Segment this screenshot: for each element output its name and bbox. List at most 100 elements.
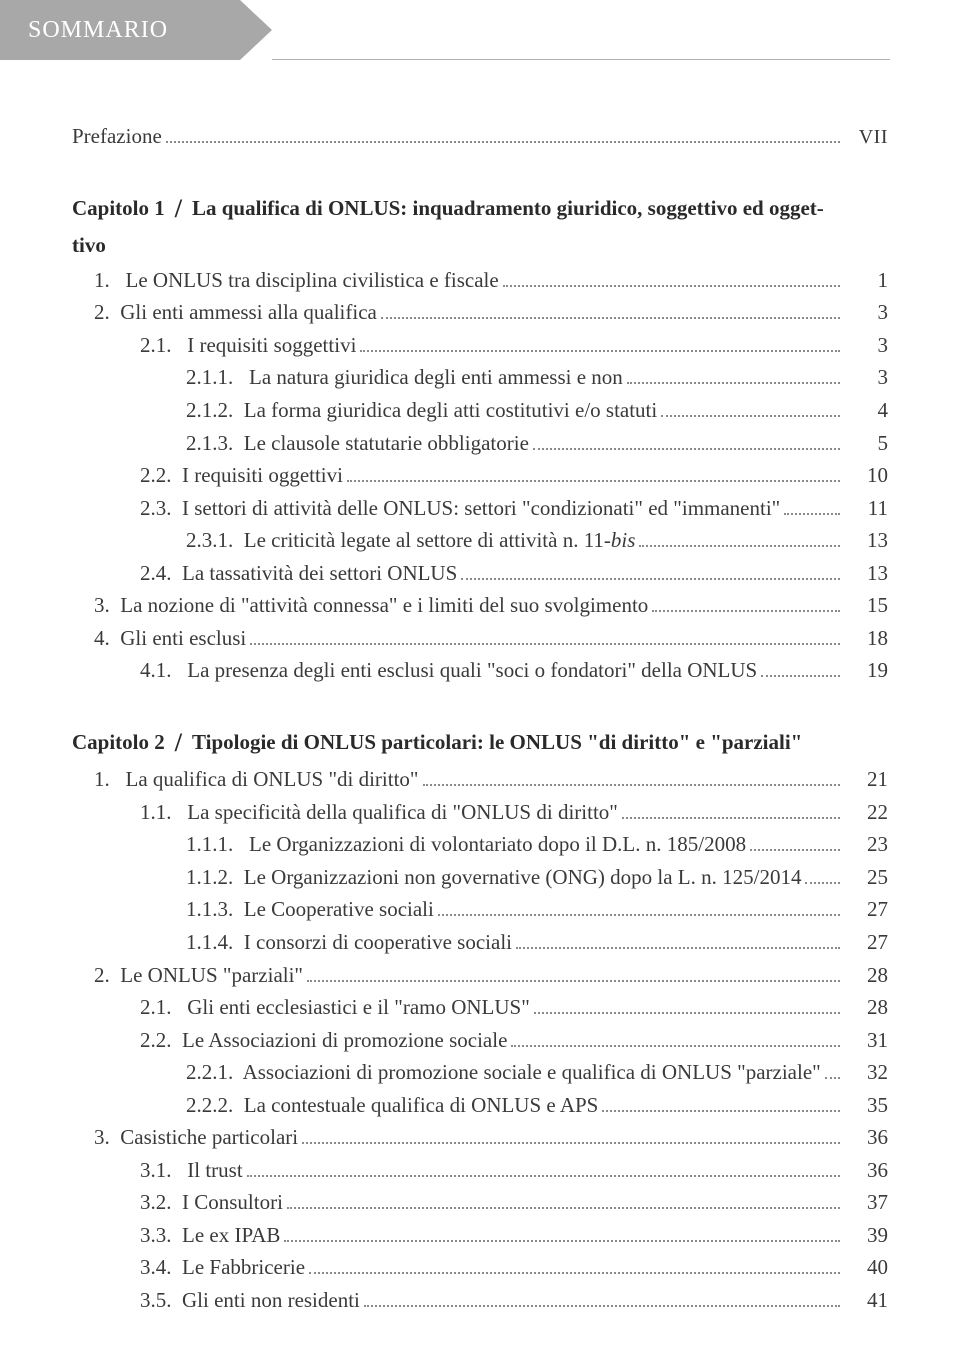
toc-page: VII bbox=[844, 122, 888, 153]
toc-dots bbox=[250, 643, 840, 645]
header-tab: SOMMARIO bbox=[0, 0, 240, 60]
chapter2-title: Tipologie di ONLUS particolari: le ONLUS… bbox=[192, 730, 802, 754]
toc-line: 2.3.1. Le criticità legate al settore di… bbox=[72, 524, 888, 557]
toc-line: 2.1.1. La natura giuridica degli enti am… bbox=[72, 361, 888, 394]
toc-label: 3. Casistiche particolari bbox=[72, 1121, 298, 1154]
toc-line: 2.1.2. La forma giuridica degli atti cos… bbox=[72, 394, 888, 427]
toc-label: 3.2. I Consultori bbox=[72, 1186, 283, 1219]
toc-page: 36 bbox=[844, 1121, 888, 1154]
toc-dots bbox=[503, 285, 840, 287]
toc-label: 1.1.2. Le Organizzazioni non governative… bbox=[72, 861, 801, 894]
toc-label: 1. La qualifica di ONLUS "di diritto" bbox=[72, 763, 419, 796]
toc-page: 39 bbox=[844, 1219, 888, 1252]
toc-label: 3.4. Le Fabbricerie bbox=[72, 1251, 305, 1284]
toc-line: 1.1.3. Le Cooperative sociali 27 bbox=[72, 893, 888, 926]
toc-label: 1.1.4. I consorzi di cooperative sociali bbox=[72, 926, 512, 959]
toc-page: 40 bbox=[844, 1251, 888, 1284]
toc-label-italic: bis bbox=[611, 528, 636, 552]
toc-page: 21 bbox=[844, 763, 888, 796]
chapter1-heading-2: tivo bbox=[72, 229, 888, 262]
toc-page: 11 bbox=[844, 492, 888, 525]
toc-page: 36 bbox=[844, 1154, 888, 1187]
toc-label: 2.4. La tassatività dei settori ONLUS bbox=[72, 557, 457, 590]
toc-label: 2.1. Gli enti ecclesiastici e il "ramo O… bbox=[72, 991, 530, 1024]
toc-line: 2.4. La tassatività dei settori ONLUS 13 bbox=[72, 557, 888, 590]
toc-page: 27 bbox=[844, 926, 888, 959]
toc-label: 2.2. I requisiti oggettivi bbox=[72, 459, 343, 492]
toc-label: 2.3. I settori di attività delle ONLUS: … bbox=[72, 492, 780, 525]
toc-page: 3 bbox=[844, 296, 888, 329]
toc-line: 2.1. I requisiti soggettivi3 bbox=[72, 329, 888, 362]
header-title: SOMMARIO bbox=[28, 17, 168, 44]
toc-label: 3.3. Le ex IPAB bbox=[72, 1219, 280, 1252]
toc-page: 13 bbox=[844, 557, 888, 590]
toc-line: 3.3. Le ex IPAB 39 bbox=[72, 1219, 888, 1252]
toc-dots bbox=[516, 947, 840, 949]
toc-label: 3.1. Il trust bbox=[72, 1154, 243, 1187]
toc-label: 2. Gli enti ammessi alla qualifica bbox=[72, 296, 377, 329]
toc-dots bbox=[302, 1142, 840, 1144]
toc-line: 2.2.1. Associazioni di promozione social… bbox=[72, 1056, 888, 1089]
toc-page: 35 bbox=[844, 1089, 888, 1122]
toc-line: 2. Gli enti ammessi alla qualifica 3 bbox=[72, 296, 888, 329]
toc-line: 2.1. Gli enti ecclesiastici e il "ramo O… bbox=[72, 991, 888, 1024]
toc-dots bbox=[534, 1012, 840, 1014]
toc-page: 18 bbox=[844, 622, 888, 655]
toc-dots bbox=[423, 784, 840, 786]
toc-label: Prefazione bbox=[72, 120, 162, 153]
toc-dots bbox=[360, 350, 840, 352]
toc-line: 2.2. Le Associazioni di promozione socia… bbox=[72, 1024, 888, 1057]
toc-dots bbox=[381, 317, 840, 319]
toc-label: 2.3.1. Le criticità legate al settore di… bbox=[72, 524, 635, 557]
toc-line: 3.5. Gli enti non residenti41 bbox=[72, 1284, 888, 1317]
toc-line: 4.1. La presenza degli enti esclusi qual… bbox=[72, 654, 888, 687]
toc-prefazione: Prefazione VII bbox=[72, 120, 888, 153]
chapter2-heading: Capitolo 2/Tipologie di ONLUS particolar… bbox=[72, 721, 888, 761]
toc-page: 5 bbox=[844, 427, 888, 460]
toc-dots bbox=[805, 882, 840, 884]
toc-page: 23 bbox=[844, 828, 888, 861]
toc-line: 1. Le ONLUS tra disciplina civilistica e… bbox=[72, 264, 888, 297]
toc-dots bbox=[784, 513, 840, 515]
toc-page: 10 bbox=[844, 459, 888, 492]
toc-dots bbox=[284, 1240, 840, 1242]
toc-page: 32 bbox=[844, 1056, 888, 1089]
toc-page: 4 bbox=[844, 394, 888, 427]
toc-dots bbox=[533, 448, 840, 450]
toc-line: 1.1.4. I consorzi di cooperative sociali… bbox=[72, 926, 888, 959]
toc-label: 3. La nozione di "attività connessa" e i… bbox=[72, 589, 648, 622]
toc-dots bbox=[639, 545, 840, 547]
toc-page: 25 bbox=[844, 861, 888, 894]
toc-content: Prefazione VII Capitolo 1/La qualifica d… bbox=[72, 120, 888, 1317]
toc-label: 1.1.3. Le Cooperative sociali bbox=[72, 893, 434, 926]
toc-label: 2. Le ONLUS "parziali" bbox=[72, 959, 303, 992]
toc-page: 22 bbox=[844, 796, 888, 829]
slash-icon: / bbox=[175, 194, 182, 223]
toc-dots bbox=[364, 1305, 840, 1307]
toc-dots bbox=[622, 817, 840, 819]
toc-dots bbox=[347, 480, 840, 482]
toc-line: 2.1.3. Le clausole statutarie obbligator… bbox=[72, 427, 888, 460]
toc-line: 2.2.2. La contestuale qualifica di ONLUS… bbox=[72, 1089, 888, 1122]
toc-line: 1.1. La specificità della qualifica di "… bbox=[72, 796, 888, 829]
toc-page: 28 bbox=[844, 991, 888, 1024]
toc-label: 4. Gli enti esclusi bbox=[72, 622, 246, 655]
header-line bbox=[272, 59, 890, 60]
toc-label: 2.1.2. La forma giuridica degli atti cos… bbox=[72, 394, 657, 427]
toc-label: 4.1. La presenza degli enti esclusi qual… bbox=[72, 654, 757, 687]
toc-page: 27 bbox=[844, 893, 888, 926]
toc-line: 1. La qualifica di ONLUS "di diritto" 21 bbox=[72, 763, 888, 796]
toc-dots bbox=[247, 1175, 840, 1177]
toc-line: 3.2. I Consultori 37 bbox=[72, 1186, 888, 1219]
toc-label: 2.2.1. Associazioni di promozione social… bbox=[72, 1056, 821, 1089]
toc-page: 3 bbox=[844, 329, 888, 362]
toc-line: 2.3. I settori di attività delle ONLUS: … bbox=[72, 492, 888, 525]
toc-page: 37 bbox=[844, 1186, 888, 1219]
toc-dots bbox=[511, 1045, 840, 1047]
toc-page: 15 bbox=[844, 589, 888, 622]
toc-label: 1.1. La specificità della qualifica di "… bbox=[72, 796, 618, 829]
toc-line: 3.4. Le Fabbricerie 40 bbox=[72, 1251, 888, 1284]
chapter2-items: 1. La qualifica di ONLUS "di diritto"211… bbox=[72, 763, 888, 1316]
toc-dots bbox=[287, 1207, 840, 1209]
toc-line: 1.1.2. Le Organizzazioni non governative… bbox=[72, 861, 888, 894]
